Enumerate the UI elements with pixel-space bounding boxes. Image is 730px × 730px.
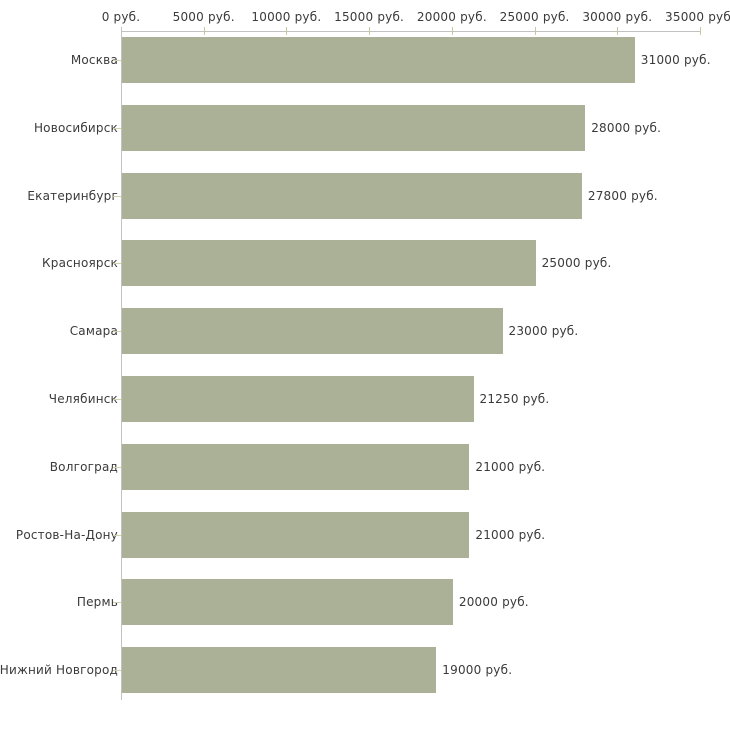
x-axis-tick-label: 25000 руб. <box>499 10 570 24</box>
x-axis-tick <box>203 27 205 35</box>
category-label: Волгоград <box>49 459 118 474</box>
bar <box>122 308 503 355</box>
category-label: Ростов-На-Дону <box>15 527 118 542</box>
category-tick <box>113 602 121 604</box>
x-axis-tick-label: 35000 руб. <box>665 10 730 24</box>
category-tick <box>113 127 121 129</box>
x-axis-tick-label: 5000 руб. <box>172 10 235 24</box>
x-axis-tick-label: 20000 руб. <box>416 10 487 24</box>
category-tick <box>113 195 121 197</box>
category-tick <box>113 331 121 333</box>
x-axis-tick <box>286 27 288 35</box>
value-label: 21000 руб. <box>475 459 546 474</box>
bar <box>122 647 437 694</box>
x-axis-tick-label: 10000 руб. <box>251 10 322 24</box>
bar <box>122 37 635 83</box>
bar <box>122 376 474 422</box>
category-label: Екатеринбург <box>27 188 118 203</box>
bar <box>122 172 582 219</box>
value-label: 28000 руб. <box>591 120 662 135</box>
bar <box>122 579 453 626</box>
bar <box>122 511 470 558</box>
value-label: 20000 руб. <box>458 595 529 610</box>
category-label: Нижний Новгород <box>0 663 118 678</box>
bar <box>122 104 586 151</box>
value-label: 21250 руб. <box>479 392 550 406</box>
value-label: 19000 руб. <box>442 663 513 678</box>
category-label: Пермь <box>76 595 118 610</box>
category-tick <box>113 60 121 61</box>
category-label: Самара <box>69 324 118 339</box>
category-tick <box>113 534 121 536</box>
value-label: 31000 руб. <box>640 53 711 67</box>
category-label: Красноярск <box>42 256 118 271</box>
value-label: 25000 руб. <box>541 256 612 271</box>
y-axis-line <box>121 27 122 700</box>
x-axis-line <box>121 31 701 32</box>
category-tick <box>113 263 121 265</box>
x-axis-tick-label: 0 руб. <box>101 10 141 24</box>
category-label: Новосибирск <box>33 120 118 135</box>
x-axis-tick <box>369 27 371 35</box>
bar <box>122 240 536 287</box>
category-label: Челябинск <box>48 392 118 406</box>
value-label: 23000 руб. <box>508 324 579 339</box>
x-axis-tick <box>534 27 536 35</box>
bar <box>122 443 470 490</box>
value-label: 21000 руб. <box>475 527 546 542</box>
x-axis-tick <box>617 27 619 35</box>
x-axis-tick <box>451 27 453 35</box>
category-label: Москва <box>70 53 118 67</box>
x-axis-tick <box>700 27 701 35</box>
category-tick <box>113 670 121 672</box>
category-tick <box>113 399 121 400</box>
x-axis-tick-label: 15000 руб. <box>334 10 405 24</box>
category-tick <box>113 466 121 468</box>
value-label: 27800 руб. <box>587 188 658 203</box>
x-axis-tick-label: 30000 руб. <box>582 10 653 24</box>
